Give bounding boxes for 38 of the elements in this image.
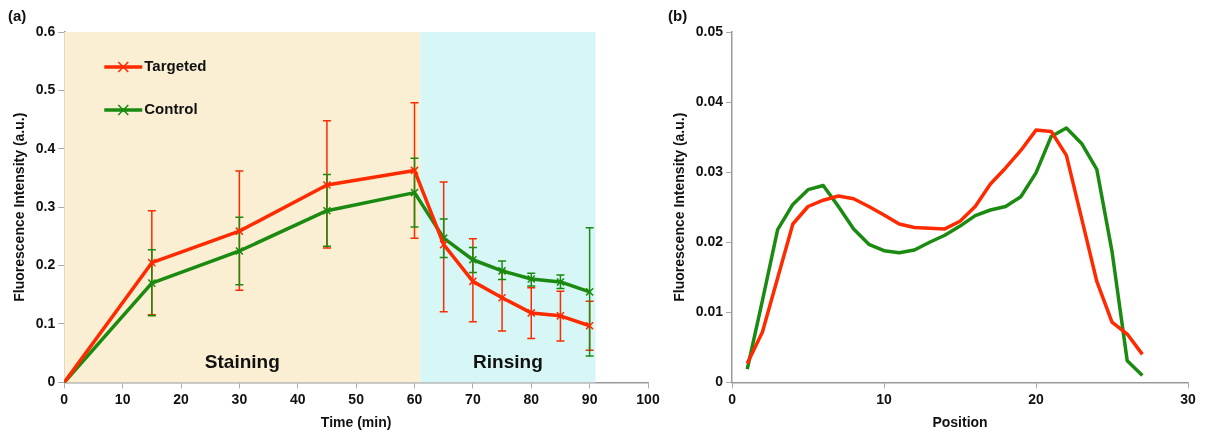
band-label: Staining [204, 351, 280, 373]
x-axis-title: Time (min) [320, 414, 392, 431]
y-tick-label: 0.4 [35, 139, 56, 156]
x-tick-label: 100 [636, 390, 660, 407]
x-tick-label: 10 [876, 390, 893, 407]
y-tick-label: 0 [47, 373, 56, 390]
x-tick-label: 40 [289, 390, 306, 407]
chart-title: (a) [8, 7, 27, 25]
y-tick-label: 0.1 [35, 314, 56, 331]
x-tick-label: 0 [60, 390, 69, 407]
x-axis-title: Position [932, 414, 988, 431]
y-tick-label: 0 [715, 373, 724, 390]
y-tick-label: 0.3 [35, 198, 56, 215]
y-tick-label: 0.05 [695, 22, 724, 39]
y-tick-label: 0.2 [35, 256, 56, 273]
x-tick-label: 60 [406, 390, 423, 407]
x-tick-label: 30 [231, 390, 248, 407]
x-tick-label: 0 [728, 390, 737, 407]
y-tick-label: 0.03 [695, 163, 724, 180]
x-tick-label: 10 [114, 390, 131, 407]
x-tick-label: 70 [465, 390, 481, 407]
x-tick-label: 20 [1028, 390, 1045, 407]
y-tick-label: 0.02 [695, 233, 724, 250]
band-label: Rinsing [473, 351, 543, 373]
x-tick-label: 50 [348, 390, 365, 407]
y-axis-title: Fluorescence Intensity (a.u.) [11, 112, 28, 302]
y-tick-label: 0.5 [35, 81, 56, 98]
y-tick-label: 0.01 [695, 303, 724, 320]
x-tick-label: 80 [523, 390, 540, 407]
y-axis-title: Fluorescence Intensity (a.u.) [671, 112, 688, 302]
y-tick-label: 0.04 [695, 92, 724, 109]
x-tick-label: 90 [581, 390, 598, 407]
legend-label: Control [144, 100, 198, 118]
x-tick-label: 20 [173, 390, 190, 407]
y-tick-label: 0.6 [35, 22, 56, 39]
legend-label: Targeted [144, 57, 207, 75]
x-tick-label: 30 [1180, 390, 1196, 407]
chart-title: (b) [668, 7, 688, 25]
